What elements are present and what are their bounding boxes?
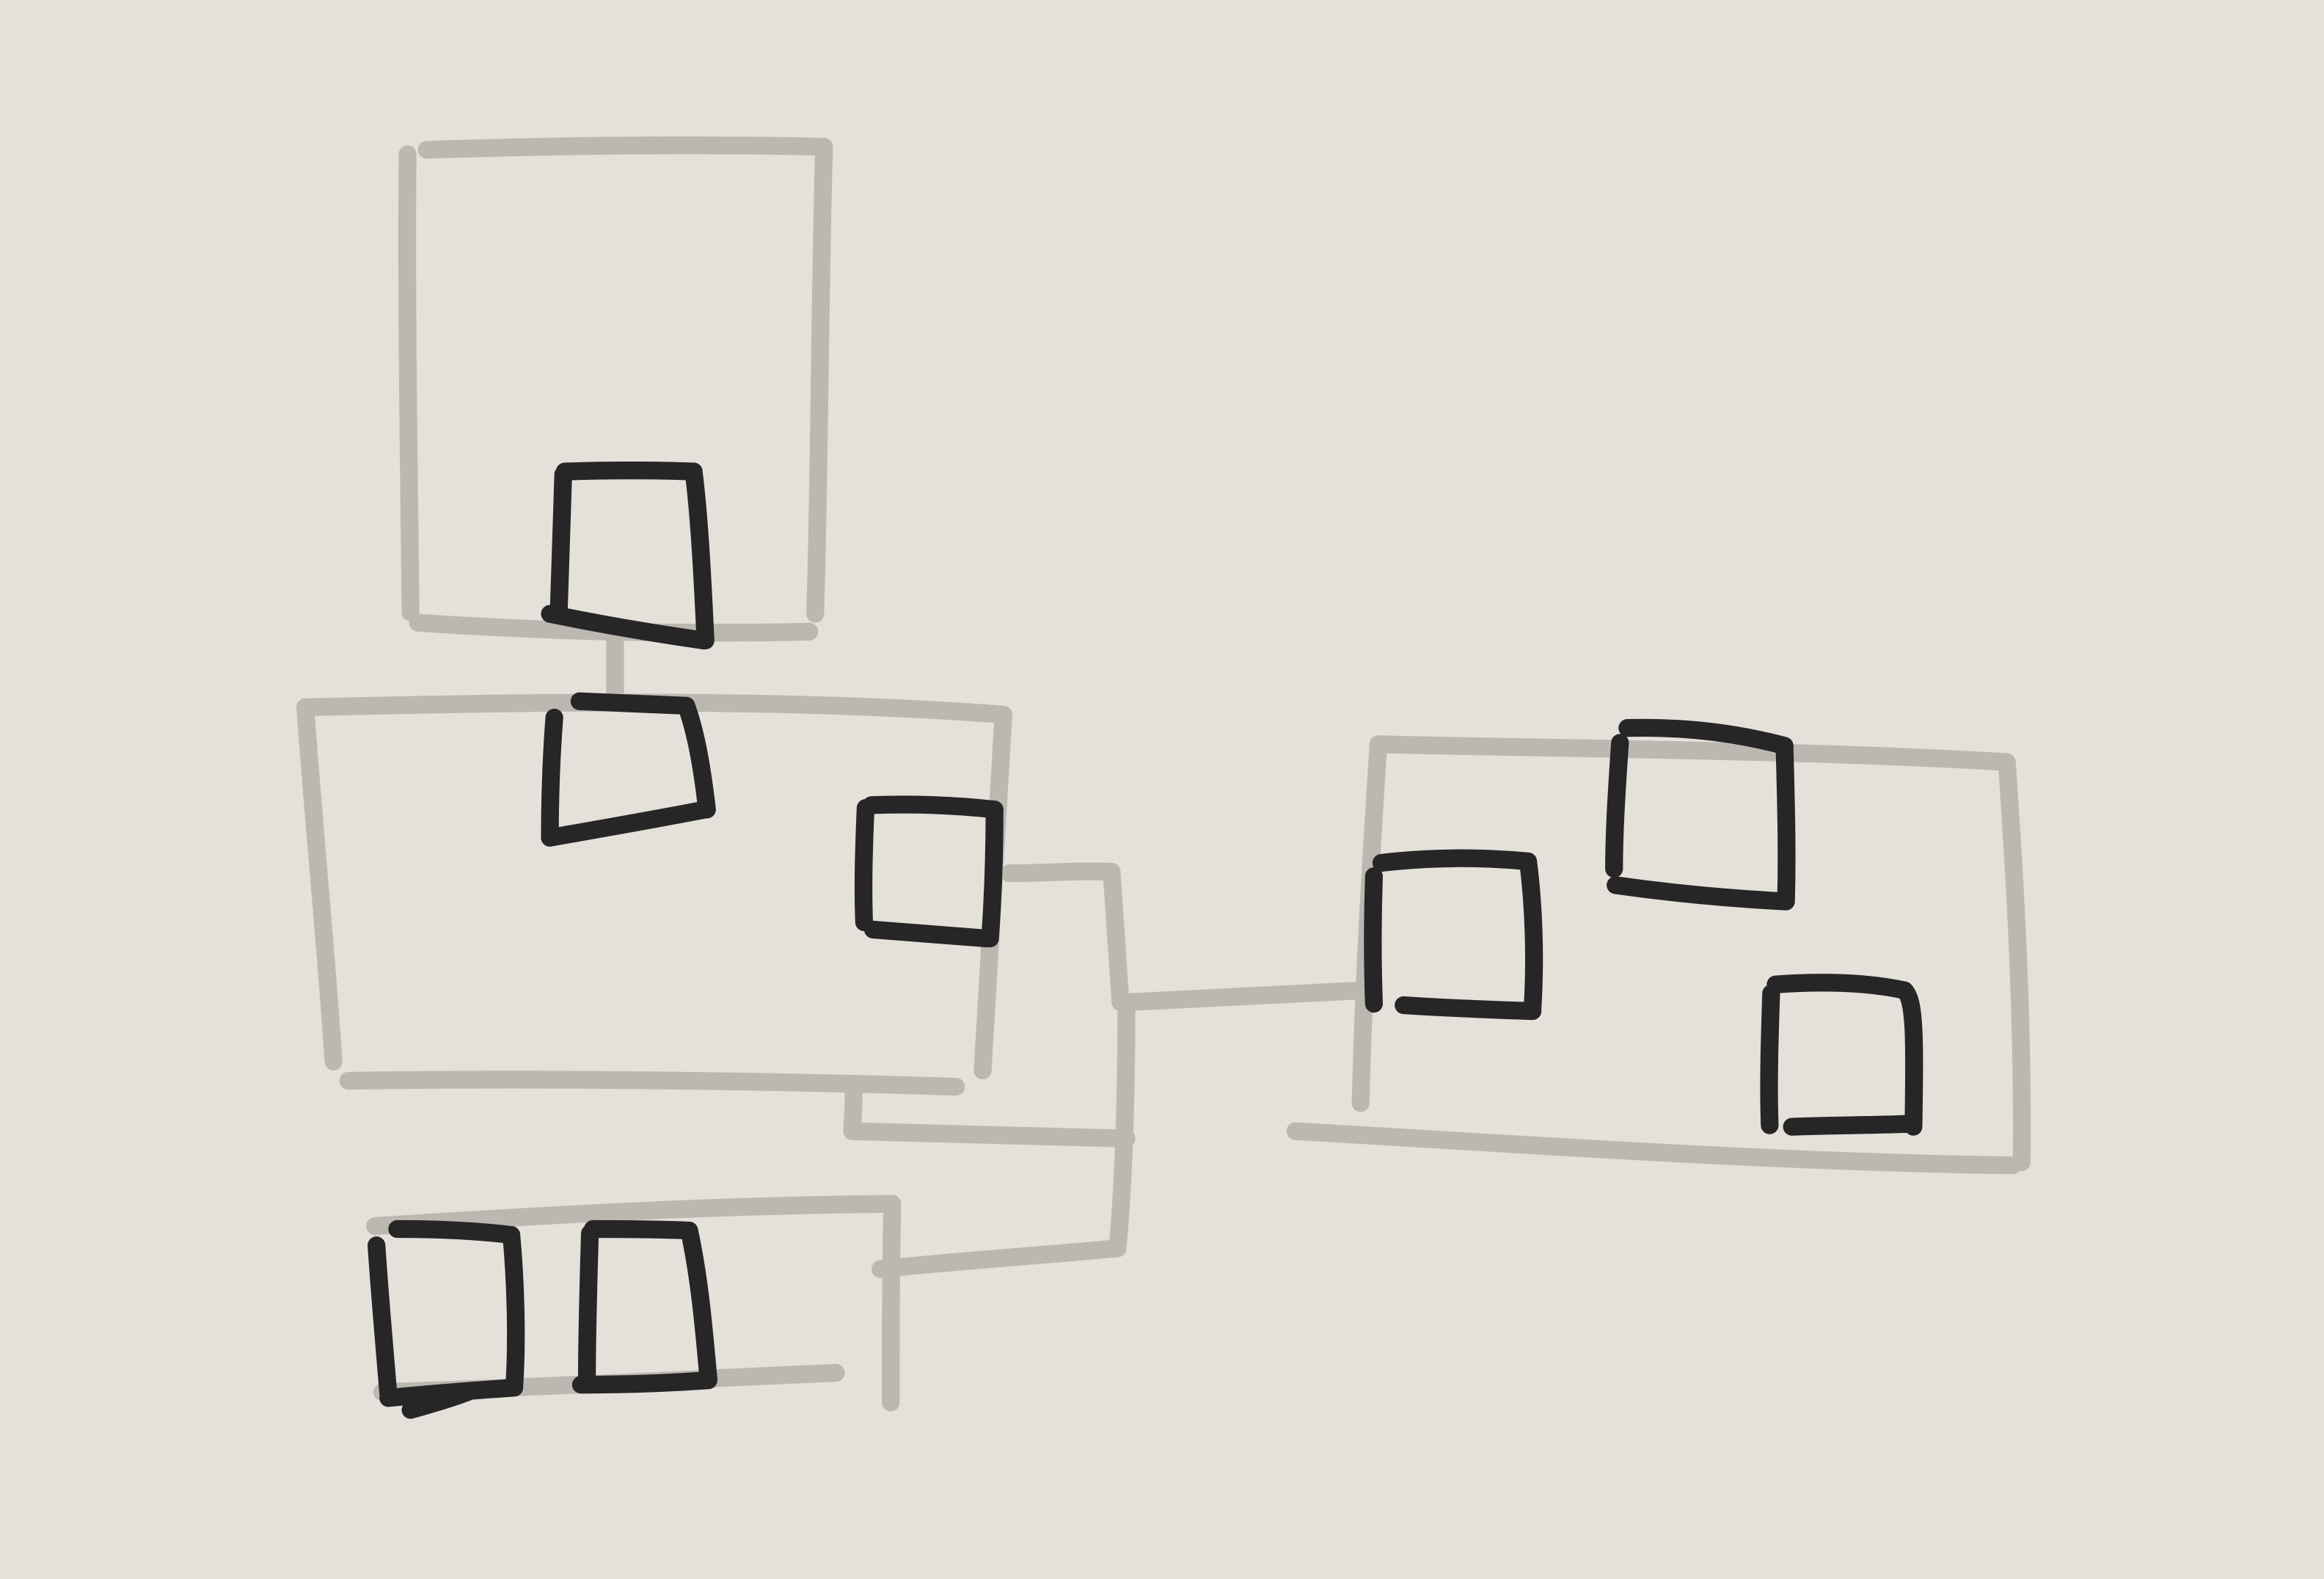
element-bottom-2 — [571, 1219, 717, 1394]
connector-middle-bottom — [843, 993, 1136, 1278]
element-right-1 — [1364, 849, 1543, 1021]
container-middle — [296, 693, 1012, 1096]
element-right-3 — [1760, 974, 1923, 1136]
element-middle-1 — [541, 692, 716, 847]
element-right-2 — [1605, 718, 1796, 911]
container-top — [398, 136, 833, 642]
element-top-1 — [541, 461, 715, 650]
element-middle-2 — [854, 795, 1004, 948]
element-bottom-1 — [368, 1219, 525, 1419]
connector-middle-right — [1000, 862, 1373, 1012]
